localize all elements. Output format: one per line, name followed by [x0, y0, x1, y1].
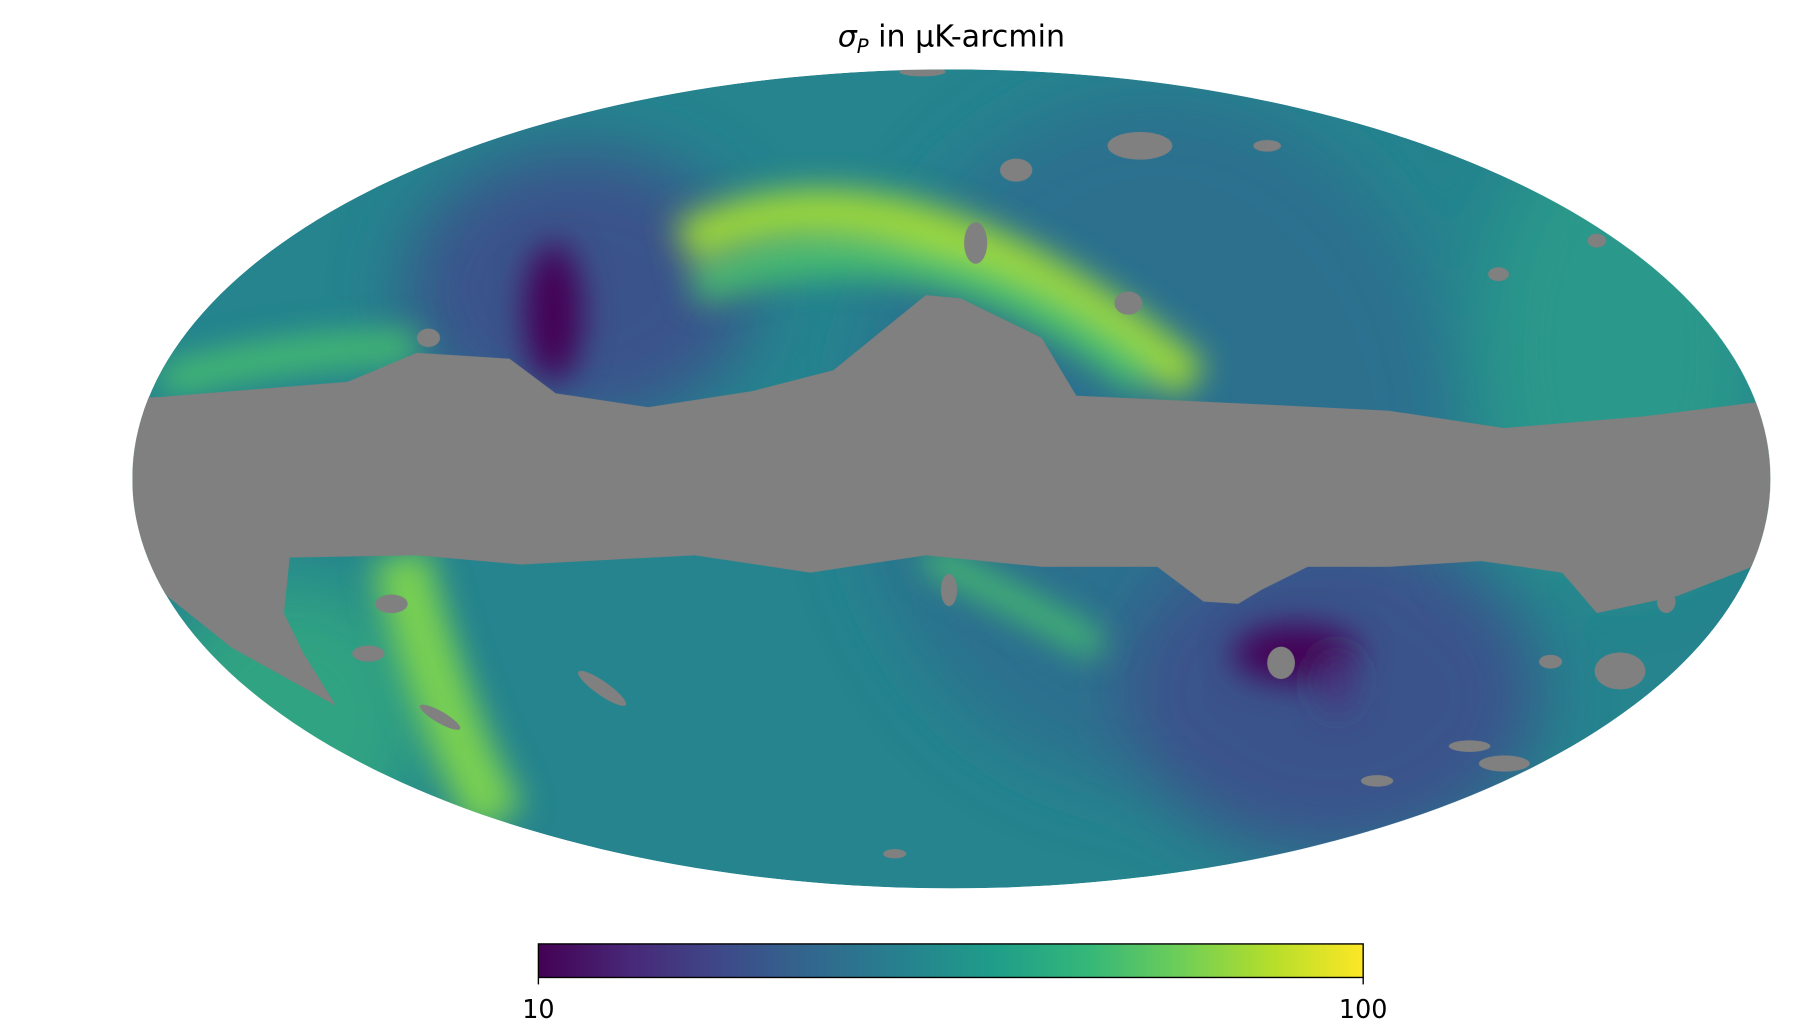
- title-rest: in μK-arcmin: [869, 19, 1065, 54]
- mask-region: [1539, 654, 1563, 669]
- mask-region: [1448, 740, 1491, 752]
- title-symbol: σ: [838, 19, 858, 54]
- mask-region: [1114, 291, 1143, 315]
- mask-region: [1253, 139, 1282, 152]
- mask-region: [1657, 589, 1676, 614]
- mask-region: [940, 573, 958, 607]
- mask-region: [375, 594, 408, 614]
- mask-region: [578, 670, 627, 706]
- mask-region: [132, 294, 1771, 706]
- title-subscript: P: [857, 35, 869, 58]
- mask-region: [352, 645, 385, 662]
- sky-features: [158, 189, 1360, 836]
- mask-region: [899, 69, 946, 77]
- mask-region: [1488, 267, 1509, 282]
- mask-region: [964, 222, 988, 264]
- colorbar-tick-label: 100: [1339, 994, 1388, 1024]
- mask-region: [883, 849, 907, 859]
- colorbar: 10 100: [522, 943, 1388, 1024]
- colorbar-ramp: [537, 943, 1364, 979]
- mask-region: [1478, 755, 1530, 772]
- mask-region: [999, 158, 1033, 182]
- map-title: σP in μK-arcmin: [838, 19, 1065, 58]
- mask: [132, 69, 1771, 859]
- colorbar-tick-label: 10: [522, 994, 554, 1024]
- mask-region: [419, 704, 461, 730]
- mask-region: [1594, 652, 1646, 690]
- mask-region: [416, 328, 441, 348]
- mask-region: [1360, 775, 1394, 787]
- mask-region: [1587, 233, 1607, 248]
- mask-region: [1107, 131, 1173, 160]
- mask-region: [1267, 646, 1295, 680]
- sky-map: [132, 69, 1771, 889]
